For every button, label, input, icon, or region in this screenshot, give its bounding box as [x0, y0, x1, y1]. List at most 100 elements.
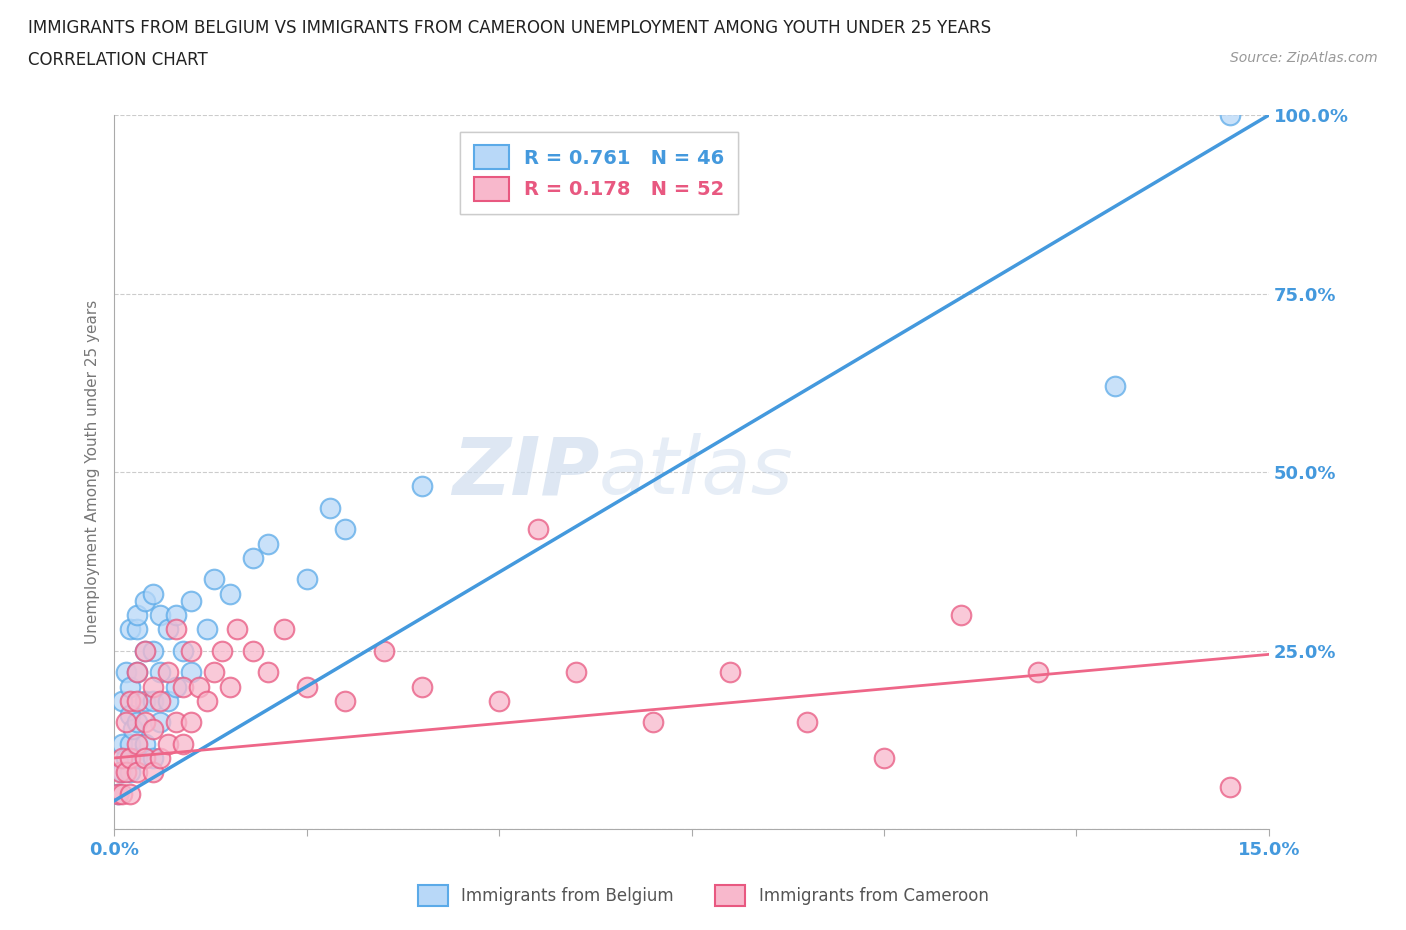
Point	[111, 764, 134, 779]
Point	[149, 715, 172, 730]
Point	[195, 694, 218, 709]
Point	[111, 694, 134, 709]
Point	[149, 607, 172, 622]
Point	[1219, 108, 1241, 123]
Point	[641, 715, 664, 730]
Point	[242, 644, 264, 658]
Point	[127, 764, 149, 779]
Point	[218, 679, 240, 694]
Point	[118, 786, 141, 801]
Point	[273, 622, 295, 637]
Point	[118, 737, 141, 751]
Point	[411, 479, 433, 494]
Point	[107, 786, 129, 801]
Point	[1104, 379, 1126, 394]
Point	[526, 522, 548, 537]
Point	[114, 665, 136, 680]
Point	[127, 737, 149, 751]
Point	[1219, 779, 1241, 794]
Point	[118, 764, 141, 779]
Point	[319, 500, 342, 515]
Point	[127, 607, 149, 622]
Point	[107, 786, 129, 801]
Point	[134, 694, 156, 709]
Point	[333, 694, 356, 709]
Point	[242, 551, 264, 565]
Point	[718, 665, 741, 680]
Point	[488, 694, 510, 709]
Point	[950, 607, 973, 622]
Point	[180, 715, 202, 730]
Point	[157, 622, 180, 637]
Point	[157, 694, 180, 709]
Point	[127, 715, 149, 730]
Point	[796, 715, 818, 730]
Point	[111, 737, 134, 751]
Point	[114, 751, 136, 765]
Point	[295, 572, 318, 587]
Point	[111, 786, 134, 801]
Point	[142, 679, 165, 694]
Point	[134, 715, 156, 730]
Text: CORRELATION CHART: CORRELATION CHART	[28, 51, 208, 69]
Point	[127, 622, 149, 637]
Point	[134, 644, 156, 658]
Point	[165, 679, 187, 694]
Point	[187, 679, 209, 694]
Point	[172, 737, 194, 751]
Point	[157, 665, 180, 680]
Point	[149, 665, 172, 680]
Point	[218, 586, 240, 601]
Point	[257, 665, 280, 680]
Point	[195, 622, 218, 637]
Point	[172, 644, 194, 658]
Point	[565, 665, 588, 680]
Text: Source: ZipAtlas.com: Source: ZipAtlas.com	[1230, 51, 1378, 65]
Point	[118, 751, 141, 765]
Point	[142, 751, 165, 765]
Point	[122, 722, 145, 737]
Point	[127, 665, 149, 680]
Point	[226, 622, 249, 637]
Point	[149, 751, 172, 765]
Text: ZIP: ZIP	[451, 433, 599, 512]
Point	[114, 764, 136, 779]
Point	[142, 722, 165, 737]
Point	[118, 708, 141, 723]
Point	[111, 751, 134, 765]
Point	[157, 737, 180, 751]
Point	[172, 679, 194, 694]
Point	[134, 593, 156, 608]
Point	[202, 572, 225, 587]
Point	[142, 644, 165, 658]
Point	[142, 764, 165, 779]
Point	[165, 607, 187, 622]
Point	[134, 737, 156, 751]
Point	[110, 764, 132, 779]
Point	[142, 586, 165, 601]
Text: atlas: atlas	[599, 433, 794, 512]
Text: IMMIGRANTS FROM BELGIUM VS IMMIGRANTS FROM CAMEROON UNEMPLOYMENT AMONG YOUTH UND: IMMIGRANTS FROM BELGIUM VS IMMIGRANTS FR…	[28, 19, 991, 36]
Point	[134, 751, 156, 765]
Legend: Immigrants from Belgium, Immigrants from Cameroon: Immigrants from Belgium, Immigrants from…	[411, 879, 995, 912]
Point	[118, 679, 141, 694]
Point	[134, 644, 156, 658]
Point	[202, 665, 225, 680]
Point	[873, 751, 896, 765]
Point	[295, 679, 318, 694]
Point	[180, 644, 202, 658]
Point	[257, 537, 280, 551]
Point	[411, 679, 433, 694]
Point	[118, 694, 141, 709]
Point	[165, 715, 187, 730]
Y-axis label: Unemployment Among Youth under 25 years: Unemployment Among Youth under 25 years	[86, 300, 100, 644]
Point	[127, 665, 149, 680]
Point	[165, 622, 187, 637]
Legend: R = 0.761   N = 46, R = 0.178   N = 52: R = 0.761 N = 46, R = 0.178 N = 52	[460, 132, 738, 214]
Point	[333, 522, 356, 537]
Point	[373, 644, 395, 658]
Point	[180, 593, 202, 608]
Point	[118, 622, 141, 637]
Point	[114, 715, 136, 730]
Point	[142, 694, 165, 709]
